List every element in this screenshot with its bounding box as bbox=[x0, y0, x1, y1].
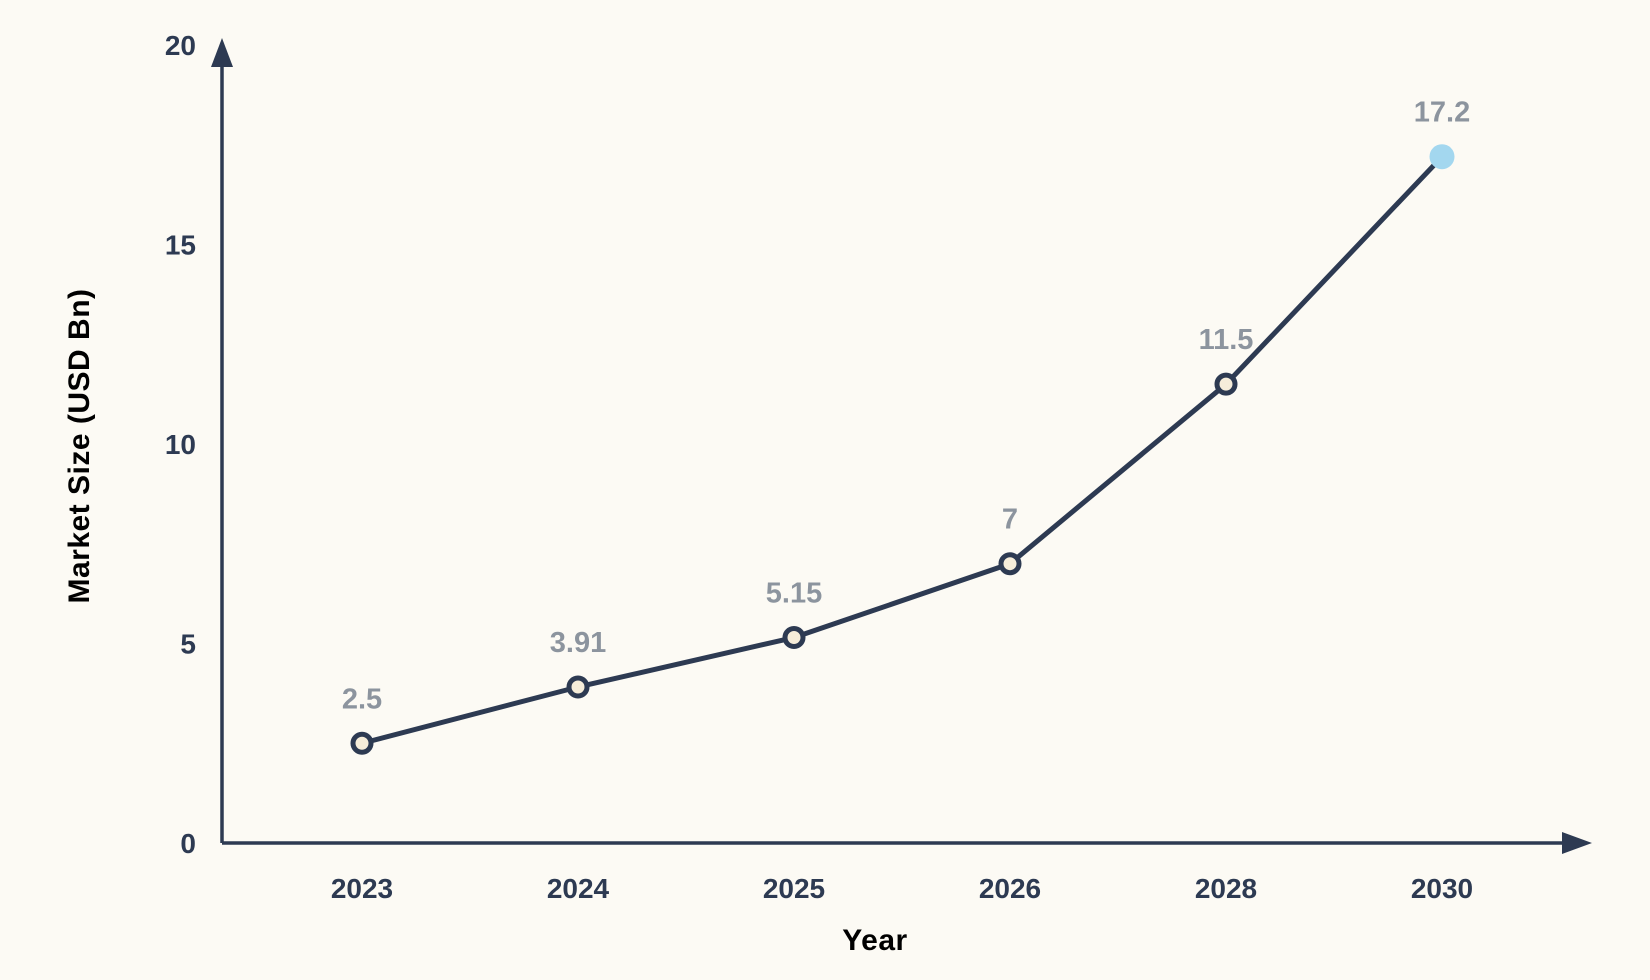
x-tick-label: 2030 bbox=[1411, 873, 1473, 904]
y-tick-label: 15 bbox=[165, 230, 196, 261]
data-point-label: 7 bbox=[1002, 504, 1018, 536]
data-point-label: 2.5 bbox=[342, 683, 382, 715]
data-point-label: 3.91 bbox=[550, 627, 606, 659]
data-point-label: 11.5 bbox=[1199, 324, 1254, 356]
y-axis-title: Market Size (USD Bn) bbox=[63, 288, 96, 604]
data-point bbox=[566, 675, 590, 699]
x-axis-title: Year bbox=[842, 924, 908, 957]
data-point bbox=[782, 626, 806, 650]
y-tick-label: 20 bbox=[165, 30, 196, 61]
x-tick-label: 2028 bbox=[1195, 873, 1257, 904]
data-point bbox=[998, 552, 1022, 576]
data-point-label: 17.2 bbox=[1414, 97, 1470, 129]
y-axis-arrow-icon bbox=[211, 38, 233, 67]
x-tick-label: 2025 bbox=[763, 873, 825, 904]
x-axis-arrow-icon bbox=[1562, 832, 1592, 854]
data-point bbox=[1214, 372, 1238, 396]
y-tick-label: 0 bbox=[180, 828, 196, 859]
y-tick-label: 10 bbox=[165, 429, 196, 460]
x-tick-label: 2023 bbox=[331, 873, 393, 904]
data-point-highlight bbox=[1429, 144, 1455, 170]
data-line bbox=[359, 154, 1445, 746]
x-tick-label: 2024 bbox=[547, 873, 610, 904]
y-tick-label: 5 bbox=[180, 629, 196, 660]
data-point-label: 5.15 bbox=[766, 578, 822, 610]
x-tick-label: 2026 bbox=[979, 873, 1041, 904]
data-point bbox=[350, 731, 374, 755]
